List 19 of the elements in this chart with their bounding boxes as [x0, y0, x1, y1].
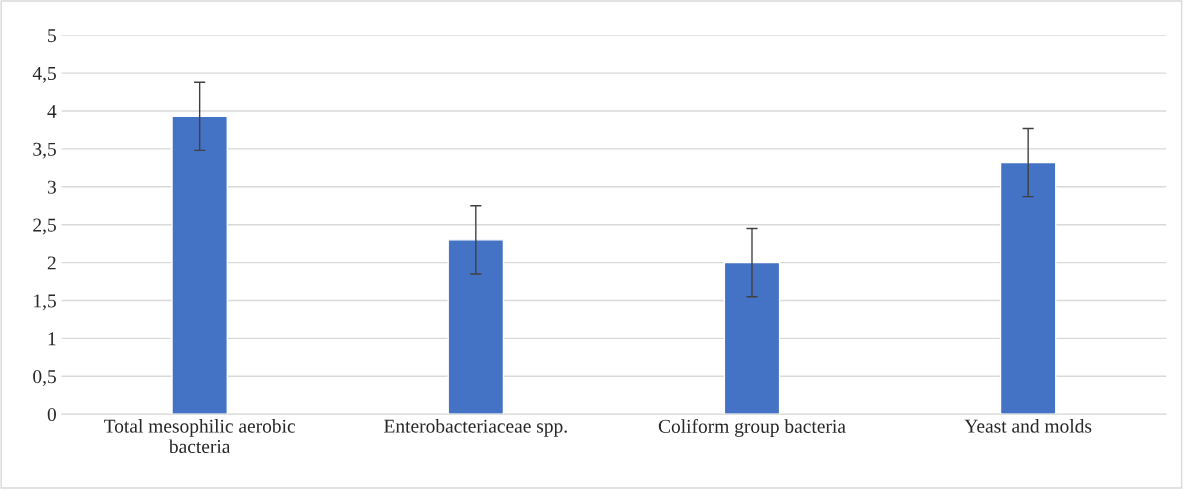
x-tick-label: Coliform group bacteria: [658, 419, 846, 437]
bar: [171, 115, 228, 415]
x-tick-label: Total mesophilic aerobic bacteria: [104, 419, 296, 454]
bar: [999, 161, 1057, 415]
y-tick-label: 2,5: [33, 218, 56, 235]
y-tick-label: 3: [47, 180, 56, 194]
y-tick-label: 1: [48, 332, 56, 346]
y-tick-label: 1,5: [34, 294, 56, 311]
y-tick-label: 3,5: [33, 142, 56, 159]
y-tick-label: 5: [48, 29, 56, 43]
bar: [723, 261, 781, 415]
y-tick-label: 4: [47, 104, 57, 118]
x-tick-label: Yeast and molds: [964, 419, 1092, 433]
y-tick-label: 2: [47, 256, 56, 270]
bar: [447, 239, 505, 415]
y-tick-label: 0: [47, 408, 56, 422]
x-tick-label: Enterobacteriaceae spp.: [384, 419, 567, 437]
y-tick-label: 0,5: [33, 370, 56, 387]
y-tick-label: 4,5: [32, 67, 56, 83]
